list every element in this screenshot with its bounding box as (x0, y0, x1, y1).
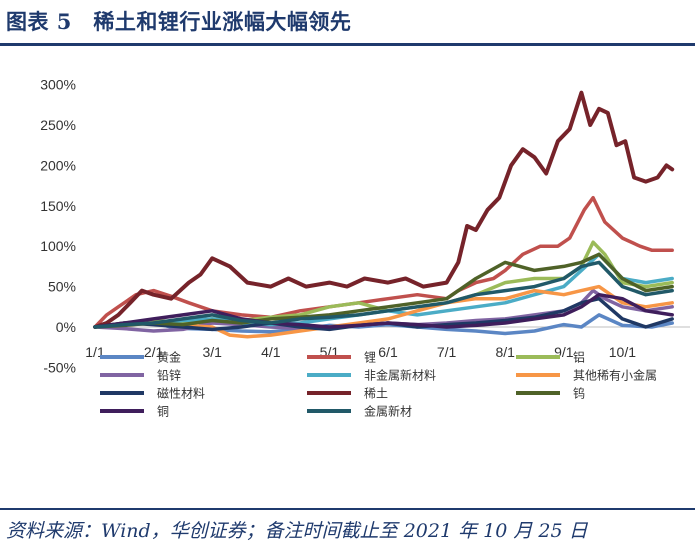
x-tick-label: 8/1 (495, 344, 515, 360)
legend-label: 非金属新材料 (364, 368, 436, 383)
legend-item: 其他稀有小金属 (516, 368, 657, 383)
series-line-10 (93, 260, 674, 329)
legend-item: 钨 (516, 386, 585, 401)
legend-item: 铜 (100, 404, 169, 419)
x-tick-label: 6/1 (378, 344, 398, 360)
y-tick-label: -50% (43, 359, 76, 375)
title-rule (0, 43, 695, 46)
legend-label: 铝 (573, 350, 585, 365)
x-tick-label: 4/1 (261, 344, 281, 360)
y-tick-label: 100% (40, 238, 76, 254)
x-tick-label: 3/1 (202, 344, 222, 360)
chart-title: 图表 5 稀土和锂行业涨幅大幅领先 (6, 9, 352, 34)
legend-item: 金属新材 (307, 404, 412, 419)
y-tick-label: 200% (40, 157, 76, 173)
legend-item: 非金属新材料 (307, 368, 436, 383)
series-line-7 (93, 90, 675, 329)
legend-label: 钨 (573, 386, 585, 401)
series-line-5 (93, 284, 674, 339)
legend-label: 磁性材料 (157, 386, 205, 401)
y-tick-label: 50% (48, 279, 76, 295)
legend-item: 锂 (307, 350, 376, 365)
legend-label: 锂 (364, 350, 376, 365)
legend-item: 铝 (516, 350, 585, 365)
legend-label: 铅锌 (157, 369, 181, 383)
x-tick-label: 2/1 (144, 344, 164, 360)
legend-item: 铅锌 (100, 369, 181, 383)
y-tick-label: 0% (56, 319, 76, 335)
legend-item: 黄金 (100, 350, 181, 365)
legend-label: 铜 (157, 404, 169, 419)
source-note: 资料来源：Wind，华创证券；备注时间截止至 2021 年 10 月 25 日 (6, 520, 588, 542)
series-layer (93, 90, 675, 339)
series-line-8 (93, 252, 674, 329)
series-line-9 (93, 292, 674, 329)
line-chart: 300%250%200%150%100%50%0%-50%1/1 2/1 3/1 4/… (40, 77, 690, 419)
y-tick-label: 150% (40, 198, 76, 214)
legend-label: 黄金 (157, 350, 181, 365)
legend-label: 其他稀有小金属 (573, 368, 657, 383)
x-tick-label: 7/1 (437, 344, 457, 360)
legend-label: 金属新材 (364, 404, 412, 419)
y-tick-label: 300% (40, 77, 76, 93)
y-tick-label: 250% (40, 117, 76, 133)
x-tick-label: 10/1 (609, 344, 636, 360)
legend-item: 稀土 (307, 387, 388, 401)
source-rule (0, 508, 695, 510)
legend-label: 稀土 (364, 387, 388, 401)
legend-item: 磁性材料 (100, 386, 205, 401)
series-line-4 (93, 252, 674, 329)
